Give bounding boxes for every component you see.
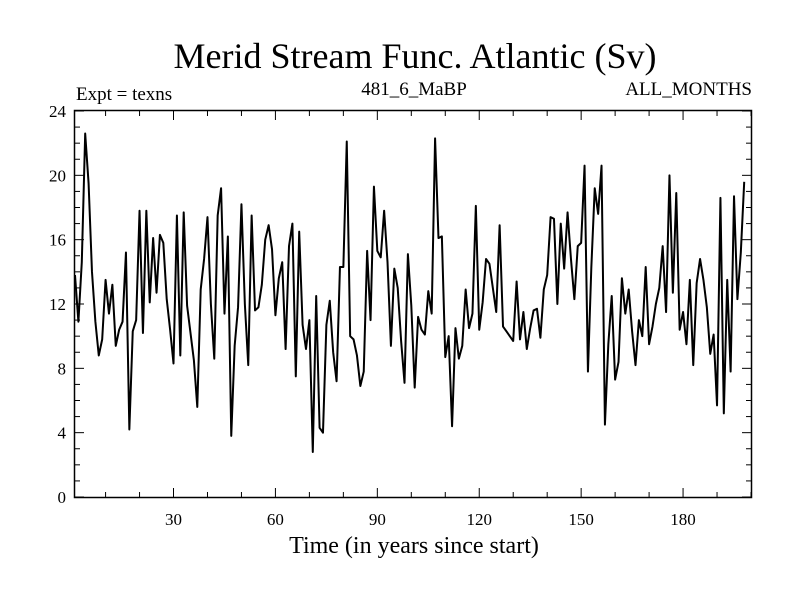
period-label: 481_6_MaBP <box>361 79 467 100</box>
x-tick-label: 180 <box>670 510 696 529</box>
chart-title: Merid Stream Func. Atlantic (Sv) <box>174 36 657 76</box>
x-axis-label: Time (in years since start) <box>289 533 539 559</box>
y-tick-label: 8 <box>58 359 67 378</box>
series-group <box>74 132 746 453</box>
y-tick-label: 16 <box>49 231 66 250</box>
x-tick-label: 150 <box>568 510 594 529</box>
months-label: ALL_MONTHS <box>625 79 752 100</box>
y-tick-label: 12 <box>49 295 66 314</box>
x-tick-label: 120 <box>466 510 492 529</box>
y-tick-label: 24 <box>49 102 67 121</box>
x-tick-label: 90 <box>369 510 386 529</box>
y-tick-label: 4 <box>58 424 67 443</box>
x-tick-label: 60 <box>267 510 284 529</box>
x-axis: 30 60 90 120 150 180 <box>105 111 752 529</box>
experiment-label: Expt = texns <box>76 84 172 105</box>
y-axis: 0 4 8 12 16 20 24 <box>49 102 751 507</box>
x-tick-label: 30 <box>165 510 182 529</box>
y-tick-label: 20 <box>49 166 66 185</box>
series-line <box>74 132 746 453</box>
y-tick-label: 0 <box>58 488 67 507</box>
plot-frame <box>73 109 753 499</box>
